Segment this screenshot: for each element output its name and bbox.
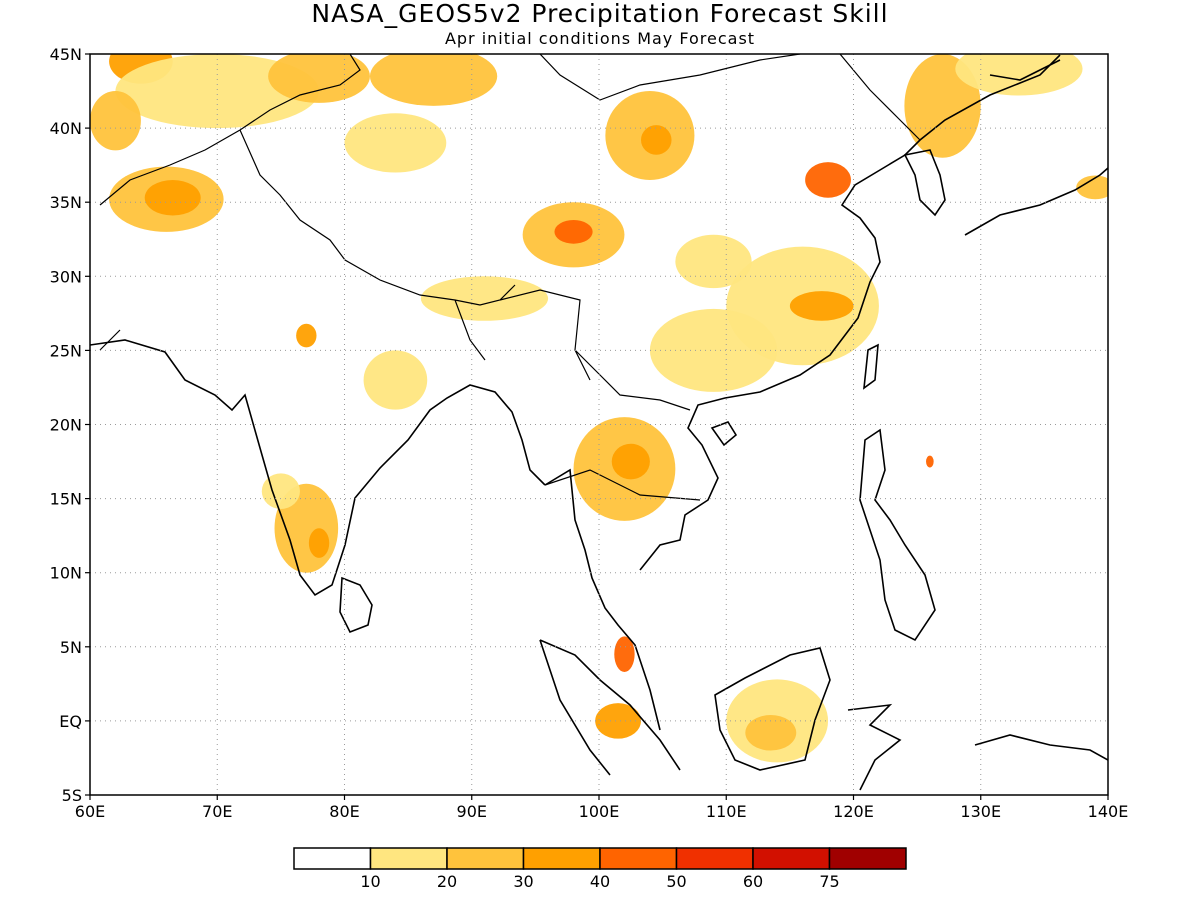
colorbar-swatch-1	[369, 847, 448, 870]
skill-region-5	[369, 54, 498, 106]
x-tick-label: 70E	[202, 802, 232, 821]
map-subtitle: Apr initial conditions May Forecast	[445, 29, 755, 48]
skill-region-26	[296, 323, 317, 348]
gridlines	[90, 54, 1108, 795]
skill-region-32	[926, 455, 934, 468]
x-tick-label: 100E	[579, 802, 620, 821]
y-tick-label: 5N	[60, 638, 82, 657]
skill-region-25	[420, 276, 549, 321]
y-tick-label: EQ	[59, 712, 82, 731]
skill-region-14	[955, 54, 1083, 96]
colorbar-swatch-5	[675, 847, 754, 870]
coastline-borneo	[714, 647, 831, 771]
y-tick-label: 10N	[50, 564, 82, 583]
coastline-japan	[964, 59, 1108, 236]
coastline-india	[90, 339, 546, 597]
skill-region-6	[344, 113, 447, 173]
colorbar-label: 50	[666, 872, 686, 891]
x-tick-label: 140E	[1088, 802, 1129, 821]
skill-region-11	[640, 125, 672, 155]
skill-region-1	[144, 179, 201, 216]
colorbar-label: 40	[590, 872, 610, 891]
x-tick-label: 120E	[833, 802, 874, 821]
coastline-philippines	[859, 428, 936, 642]
x-tick-label: 60E	[75, 802, 105, 821]
coastline-korea	[903, 149, 946, 217]
border-lines	[99, 54, 921, 501]
axis-ticks: 60E 70E 80E 90E 100E 110E 120E 130E 140E 45N 40N 35…	[50, 45, 1129, 821]
coastline-newguinea	[974, 734, 1108, 761]
colorbar-swatch-7	[828, 847, 907, 870]
y-tick-label: 5S	[62, 786, 82, 805]
skill-region-4	[268, 54, 370, 103]
skill-shading-layer	[90, 54, 1108, 763]
colorbar-swatch-2	[446, 847, 525, 870]
y-tick-label: 20N	[50, 416, 82, 435]
skill-region-17	[649, 308, 778, 392]
skill-region-22	[308, 528, 330, 558]
skill-region-28	[745, 714, 797, 751]
skill-region-3	[115, 54, 320, 129]
coastline-taiwan	[863, 343, 879, 390]
coastline-sumatra	[539, 639, 681, 776]
colorbar-label: 20	[437, 872, 457, 891]
coastline-hainan	[710, 421, 738, 447]
skill-region-18	[675, 234, 752, 289]
colorbar: 10 20 30 40 50 60 75	[293, 847, 907, 891]
skill-region-29	[595, 703, 641, 739]
y-tick-label: 45N	[50, 45, 82, 64]
map-title: NASA_GEOS5v2 Precipitation Forecast Skil…	[311, 0, 888, 28]
y-tick-label: 30N	[50, 267, 82, 286]
skill-region-23	[261, 473, 300, 509]
coastline-sulawesi	[847, 703, 902, 791]
colorbar-label: 60	[743, 872, 763, 891]
skill-region-9	[554, 219, 593, 244]
y-tick-label: 35N	[50, 193, 82, 212]
skill-region-31	[1076, 175, 1108, 200]
coastline-srilanka	[339, 576, 373, 634]
skill-region-16	[789, 291, 854, 321]
y-tick-label: 15N	[50, 490, 82, 509]
colorbar-swatch-4	[599, 847, 678, 870]
skill-region-7	[90, 91, 141, 151]
skill-region-24	[363, 350, 428, 410]
x-tick-label: 130E	[960, 802, 1001, 821]
skill-region-12	[805, 162, 851, 198]
x-tick-label: 90E	[457, 802, 487, 821]
colorbar-label: 10	[360, 872, 380, 891]
colorbar-label: 75	[819, 872, 839, 891]
skill-region-20	[611, 443, 650, 480]
coastline-indochina	[544, 54, 1061, 731]
coastline-layer	[90, 54, 1108, 791]
colorbar-swatch-6	[752, 847, 831, 870]
y-tick-label: 25N	[50, 341, 82, 360]
colorbar-label: 30	[513, 872, 533, 891]
colorbar-swatch-3	[522, 847, 601, 870]
skill-region-30	[614, 636, 635, 672]
x-tick-label: 110E	[706, 802, 747, 821]
y-tick-label: 40N	[50, 119, 82, 138]
x-tick-label: 80E	[329, 802, 359, 821]
colorbar-swatch-0	[293, 847, 372, 870]
